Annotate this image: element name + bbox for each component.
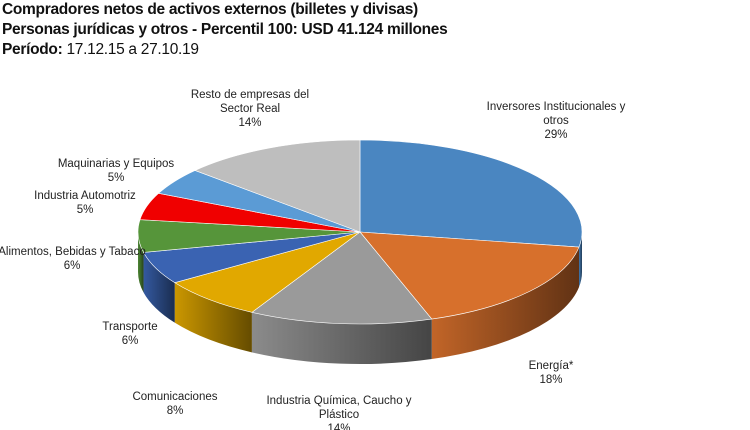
pie-slice-3: [251, 231, 433, 325]
slice-pct-6: 6%: [64, 260, 81, 272]
pie-side-5: [143, 252, 175, 323]
period-label: Período:: [2, 41, 63, 58]
slice-pct-8: 5%: [108, 172, 125, 184]
pie-slice-9: [194, 139, 361, 233]
slice-label-1: otros: [543, 115, 569, 127]
pie-slice-1: [359, 139, 583, 248]
pie-side-3: [251, 312, 432, 364]
period-value: 17.12.15 a 27.10.19: [66, 41, 199, 58]
pie-slice-4: [173, 231, 361, 313]
pie-slice-2: [359, 231, 580, 320]
slice-label-8: Maquinarias y Equipos: [58, 158, 175, 170]
slice-label-5: Transporte: [102, 321, 157, 333]
slice-pct-4: 8%: [167, 405, 184, 417]
pie-labels: Inversores Institucionales y otros 29% Ener…: [0, 89, 626, 430]
pie-side-4: [174, 282, 252, 353]
pie-side-walls: [138, 232, 582, 364]
slice-label-6: Alimentos, Bebidas y Tabaco: [0, 246, 146, 258]
pie-top: [137, 139, 583, 325]
slice-pct-5: 6%: [122, 335, 139, 347]
slice-label-3: Plástico: [319, 409, 359, 421]
slice-pct-3: 14%: [327, 423, 350, 430]
chart-subtitle: Personas jurídicas y otros - Percentil 1…: [2, 21, 448, 38]
pie-side-6: [138, 232, 144, 293]
slice-label-2: Energía*: [529, 360, 574, 372]
slice-pct-1: 29%: [544, 129, 567, 141]
chart-title: Compradores netos de activos externos (b…: [2, 1, 418, 18]
slice-label-9: Resto de empresas del: [191, 89, 309, 101]
slice-pct-9: 14%: [238, 117, 261, 129]
pie-side-2: [431, 247, 580, 360]
slice-label-4: Comunicaciones: [132, 391, 217, 403]
slice-pct-2: 18%: [539, 374, 562, 386]
slice-label-9: Sector Real: [220, 103, 280, 115]
chart-header: Compradores netos de activos externos (b…: [2, 0, 448, 60]
slice-label-7: Industria Automotriz: [34, 190, 136, 202]
chart-period: Período: 17.12.15 a 27.10.19: [2, 40, 447, 60]
slice-label-3: Industria Química, Caucho y: [266, 395, 411, 407]
slice-pct-7: 5%: [77, 204, 94, 216]
slice-label-1: Inversores Institucionales y: [487, 101, 626, 113]
